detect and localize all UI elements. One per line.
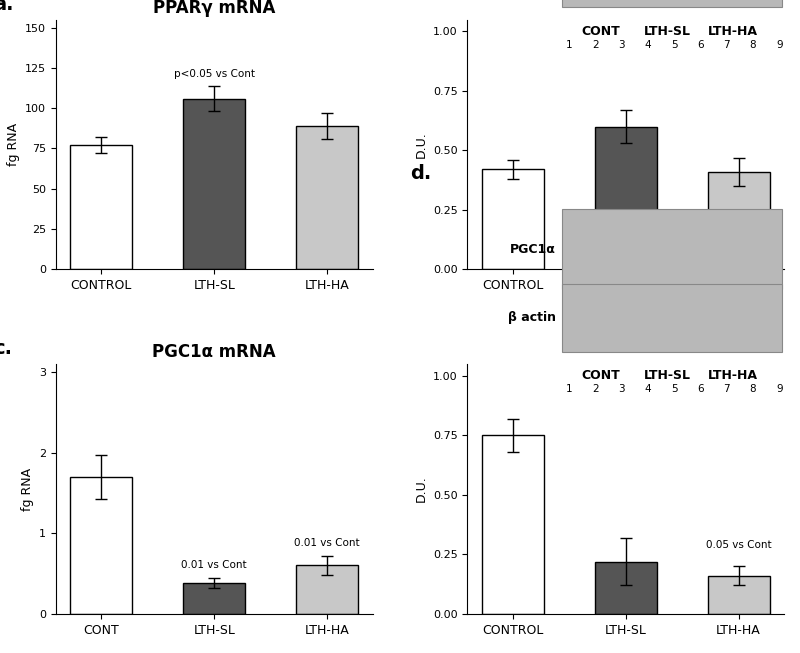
Bar <box>562 210 782 289</box>
Y-axis label: fg RNA: fg RNA <box>21 468 34 511</box>
Bar <box>589 229 602 269</box>
Bar <box>70 477 133 614</box>
Bar <box>562 229 575 269</box>
Text: p<0.05 vs Cont: p<0.05 vs Cont <box>174 69 254 79</box>
Text: d.: d. <box>410 165 432 183</box>
Text: CONT: CONT <box>581 369 620 382</box>
Text: 4: 4 <box>644 40 651 50</box>
Bar <box>482 169 544 269</box>
Text: 1: 1 <box>566 384 572 394</box>
Bar <box>667 229 681 269</box>
Text: 1: 1 <box>566 40 572 50</box>
Text: 5: 5 <box>670 40 678 50</box>
Text: 6: 6 <box>697 384 704 394</box>
Text: LTH-HA: LTH-HA <box>708 369 758 382</box>
Text: 0.01 vs Cont: 0.01 vs Cont <box>294 538 360 548</box>
Text: CONT: CONT <box>581 25 620 38</box>
Y-axis label: D.U.: D.U. <box>414 131 427 158</box>
Text: 8: 8 <box>750 40 756 50</box>
Bar <box>594 562 657 614</box>
Text: 0.01 vs Cont: 0.01 vs Cont <box>182 560 247 570</box>
Bar <box>746 301 759 335</box>
Text: 8: 8 <box>750 384 756 394</box>
Text: 2: 2 <box>592 40 598 50</box>
Bar <box>615 301 628 335</box>
Text: 9: 9 <box>776 40 782 50</box>
Bar <box>667 301 681 335</box>
Text: 2: 2 <box>592 384 598 394</box>
Text: 3: 3 <box>618 384 625 394</box>
Bar <box>642 229 654 269</box>
Bar <box>589 301 602 335</box>
Bar <box>746 229 759 269</box>
Bar <box>70 145 133 269</box>
Text: 0.05 vs Cont: 0.05 vs Cont <box>706 539 771 550</box>
Text: 7: 7 <box>723 40 730 50</box>
Bar <box>773 229 786 269</box>
Text: 4: 4 <box>644 384 651 394</box>
Bar <box>707 576 770 614</box>
Text: LTH-SL: LTH-SL <box>643 25 690 38</box>
Text: LTH-SL: LTH-SL <box>643 369 690 382</box>
Bar <box>694 301 706 335</box>
Bar <box>562 284 782 352</box>
Bar <box>642 301 654 335</box>
Y-axis label: fg RNA: fg RNA <box>6 123 19 166</box>
Bar <box>296 565 358 614</box>
Text: 7: 7 <box>723 384 730 394</box>
Bar <box>562 0 782 7</box>
Bar <box>615 229 628 269</box>
Bar <box>773 301 786 335</box>
Text: PGC1α: PGC1α <box>510 243 556 256</box>
Bar <box>482 436 544 614</box>
Bar <box>594 127 657 269</box>
Text: 9: 9 <box>776 384 782 394</box>
Bar <box>183 99 246 269</box>
Text: c.: c. <box>0 339 12 358</box>
Bar <box>720 229 733 269</box>
Text: LTH-HA: LTH-HA <box>708 25 758 38</box>
Bar <box>694 229 706 269</box>
Text: 6: 6 <box>697 40 704 50</box>
Title: PGC1α mRNA: PGC1α mRNA <box>153 343 276 361</box>
Bar <box>720 301 733 335</box>
Bar <box>707 172 770 269</box>
Bar <box>183 583 246 614</box>
Title: PPARγ mRNA: PPARγ mRNA <box>153 0 275 16</box>
Text: a.: a. <box>0 0 13 14</box>
Text: 3: 3 <box>618 40 625 50</box>
Text: β actin: β actin <box>508 311 556 325</box>
Y-axis label: D.U.: D.U. <box>414 475 427 502</box>
Bar <box>296 126 358 269</box>
Text: 5: 5 <box>670 384 678 394</box>
Bar <box>562 301 575 335</box>
